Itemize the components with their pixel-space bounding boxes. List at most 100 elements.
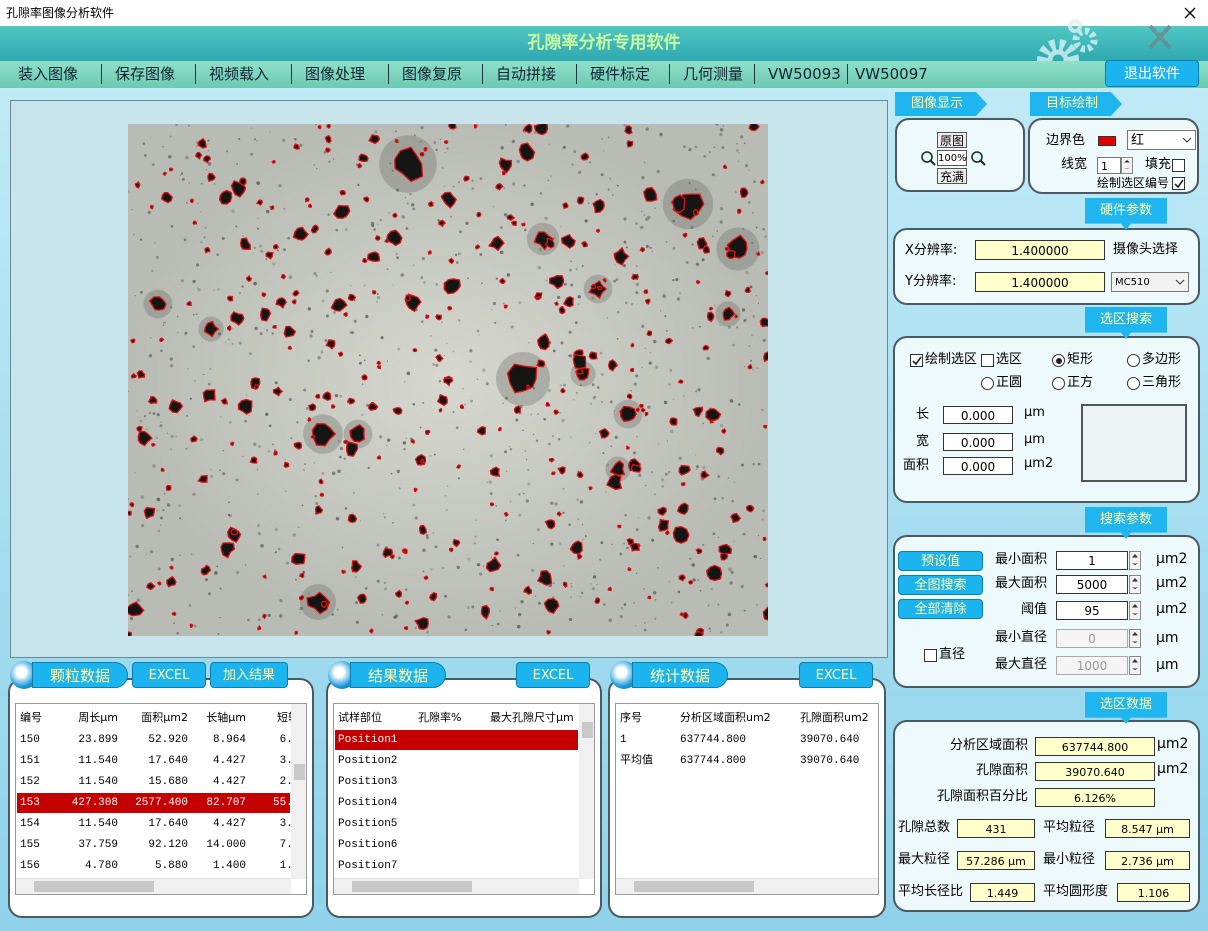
close-button[interactable] bbox=[1180, 4, 1200, 22]
checkbox[interactable] bbox=[924, 649, 937, 662]
menu-item[interactable]: 视频载入 bbox=[209, 65, 270, 83]
table-cell[interactable]: 5.880 bbox=[154, 860, 188, 872]
checkbox[interactable] bbox=[1172, 177, 1185, 190]
action-button[interactable]: 全图搜索 bbox=[898, 575, 983, 595]
table-cell[interactable]: 17.640 bbox=[148, 818, 188, 830]
table-cell[interactable]: 2577.400 bbox=[135, 797, 188, 809]
fit-button[interactable]: 充满 bbox=[937, 168, 967, 184]
table-cell[interactable]: 11.540 bbox=[78, 818, 118, 830]
label: 孔隙总数 bbox=[898, 820, 951, 835]
menu-item[interactable]: 装入图像 bbox=[18, 65, 79, 83]
table-cell[interactable]: 4.427 bbox=[212, 755, 246, 767]
radio-button[interactable] bbox=[1052, 377, 1065, 390]
dimension-input[interactable]: 0.000 bbox=[943, 406, 1013, 424]
radio-button[interactable] bbox=[1127, 377, 1140, 390]
table-cell[interactable]: Position1 bbox=[338, 734, 398, 746]
table-cell[interactable]: 15.680 bbox=[148, 776, 188, 788]
spinner[interactable] bbox=[1129, 551, 1141, 570]
panel-button[interactable]: EXCEL bbox=[516, 662, 590, 688]
exit-button[interactable]: 退出软件 bbox=[1105, 60, 1199, 87]
parameter-input[interactable]: 1000 bbox=[1056, 656, 1128, 675]
panel-title: 统计数据 bbox=[632, 662, 728, 688]
table-cell[interactable]: 39070.640 bbox=[800, 734, 860, 746]
table-cell[interactable]: 150 bbox=[20, 734, 40, 746]
dimension-input[interactable]: 0.000 bbox=[943, 457, 1013, 475]
table-cell[interactable]: 39070.640 bbox=[800, 755, 860, 767]
table-cell[interactable]: 1 bbox=[620, 734, 627, 746]
table-cell[interactable]: 4.427 bbox=[212, 776, 246, 788]
table-cell[interactable]: 82.707 bbox=[206, 797, 246, 809]
table-cell[interactable]: 154 bbox=[20, 818, 40, 830]
original-button[interactable]: 原图 bbox=[937, 132, 967, 148]
table-cell[interactable]: 11.540 bbox=[78, 776, 118, 788]
table-cell[interactable]: 427.308 bbox=[71, 797, 118, 809]
menu-item[interactable]: VW50093 bbox=[768, 65, 841, 83]
spinner[interactable] bbox=[1129, 656, 1141, 675]
table-cell[interactable]: 151 bbox=[20, 755, 40, 767]
y-resolution-input[interactable]: 1.400000 bbox=[975, 272, 1105, 292]
checkbox[interactable] bbox=[910, 354, 923, 367]
menu-item[interactable]: 保存图像 bbox=[115, 65, 176, 83]
table-cell[interactable]: 52.920 bbox=[148, 734, 188, 746]
camera-select[interactable]: MC510 bbox=[1111, 272, 1189, 292]
vertical-scrollbar[interactable] bbox=[579, 704, 594, 879]
radio-button[interactable] bbox=[981, 377, 994, 390]
panel-button[interactable]: EXCEL bbox=[799, 662, 873, 688]
table-cell[interactable]: 17.640 bbox=[148, 755, 188, 767]
label: 线宽 bbox=[1061, 157, 1088, 172]
dimension-input[interactable]: 0.000 bbox=[943, 433, 1013, 451]
table-cell[interactable]: Position4 bbox=[338, 797, 398, 809]
menu-item[interactable]: 图像处理 bbox=[305, 65, 366, 83]
checkbox[interactable] bbox=[981, 354, 994, 367]
table-cell[interactable]: 4.427 bbox=[212, 818, 246, 830]
table-cell[interactable]: 152 bbox=[20, 776, 40, 788]
table-cell[interactable]: 11.540 bbox=[78, 755, 118, 767]
table-cell[interactable]: 92.120 bbox=[148, 839, 188, 851]
menu-item[interactable]: 自动拼接 bbox=[496, 65, 557, 83]
table-cell[interactable]: Position7 bbox=[338, 860, 398, 872]
table-cell[interactable]: 156 bbox=[20, 860, 40, 872]
table-cell[interactable]: 8.964 bbox=[212, 734, 246, 746]
menu-item[interactable]: 几何测量 bbox=[683, 65, 744, 83]
line-width-input[interactable]: 1 bbox=[1097, 157, 1121, 174]
checkbox[interactable] bbox=[1172, 159, 1185, 172]
action-button[interactable]: 全部清除 bbox=[898, 599, 983, 619]
radio-button[interactable] bbox=[1052, 354, 1065, 367]
table-cell[interactable]: 1.400 bbox=[212, 860, 246, 872]
spinner[interactable] bbox=[1129, 601, 1141, 620]
table-cell[interactable]: 37.759 bbox=[78, 839, 118, 851]
table-cell[interactable]: 平均值 bbox=[620, 755, 653, 767]
panel-button[interactable]: 加入结果 bbox=[210, 662, 288, 688]
parameter-input[interactable]: 0 bbox=[1056, 629, 1128, 648]
menu-item[interactable]: VW50097 bbox=[855, 65, 928, 83]
menu-item[interactable]: 硬件标定 bbox=[590, 65, 651, 83]
spinner[interactable] bbox=[1121, 157, 1133, 174]
zoom-button[interactable] bbox=[969, 150, 987, 166]
zoom-button[interactable] bbox=[919, 150, 937, 166]
parameter-input[interactable]: 95 bbox=[1056, 601, 1128, 620]
parameter-input[interactable]: 1 bbox=[1056, 551, 1128, 570]
spinner[interactable] bbox=[1129, 629, 1141, 648]
vertical-scrollbar[interactable] bbox=[291, 704, 306, 879]
table-cell[interactable]: 637744.800 bbox=[680, 734, 747, 746]
table-cell[interactable]: 155 bbox=[20, 839, 40, 851]
table-cell[interactable]: 23.899 bbox=[78, 734, 118, 746]
color-select[interactable]: 红 bbox=[1127, 130, 1196, 150]
menu-item[interactable]: 图像复原 bbox=[402, 65, 463, 83]
selected-row bbox=[335, 730, 578, 750]
table-cell[interactable]: 153 bbox=[20, 797, 40, 809]
table-cell[interactable]: 14.000 bbox=[206, 839, 246, 851]
table-cell[interactable]: Position5 bbox=[338, 818, 398, 830]
parameter-input[interactable]: 5000 bbox=[1056, 575, 1128, 594]
x-resolution-input[interactable]: 1.400000 bbox=[975, 240, 1105, 260]
result-value: 637744.800 bbox=[1035, 737, 1155, 756]
action-button[interactable]: 预设值 bbox=[898, 551, 983, 571]
radio-button[interactable] bbox=[1127, 354, 1140, 367]
table-cell[interactable]: Position2 bbox=[338, 755, 398, 767]
table-cell[interactable]: Position3 bbox=[338, 776, 398, 788]
panel-button[interactable]: EXCEL bbox=[132, 662, 206, 688]
spinner[interactable] bbox=[1129, 575, 1141, 594]
table-cell[interactable]: 637744.800 bbox=[680, 755, 747, 767]
table-cell[interactable]: Position6 bbox=[338, 839, 398, 851]
table-cell[interactable]: 4.780 bbox=[84, 860, 118, 872]
